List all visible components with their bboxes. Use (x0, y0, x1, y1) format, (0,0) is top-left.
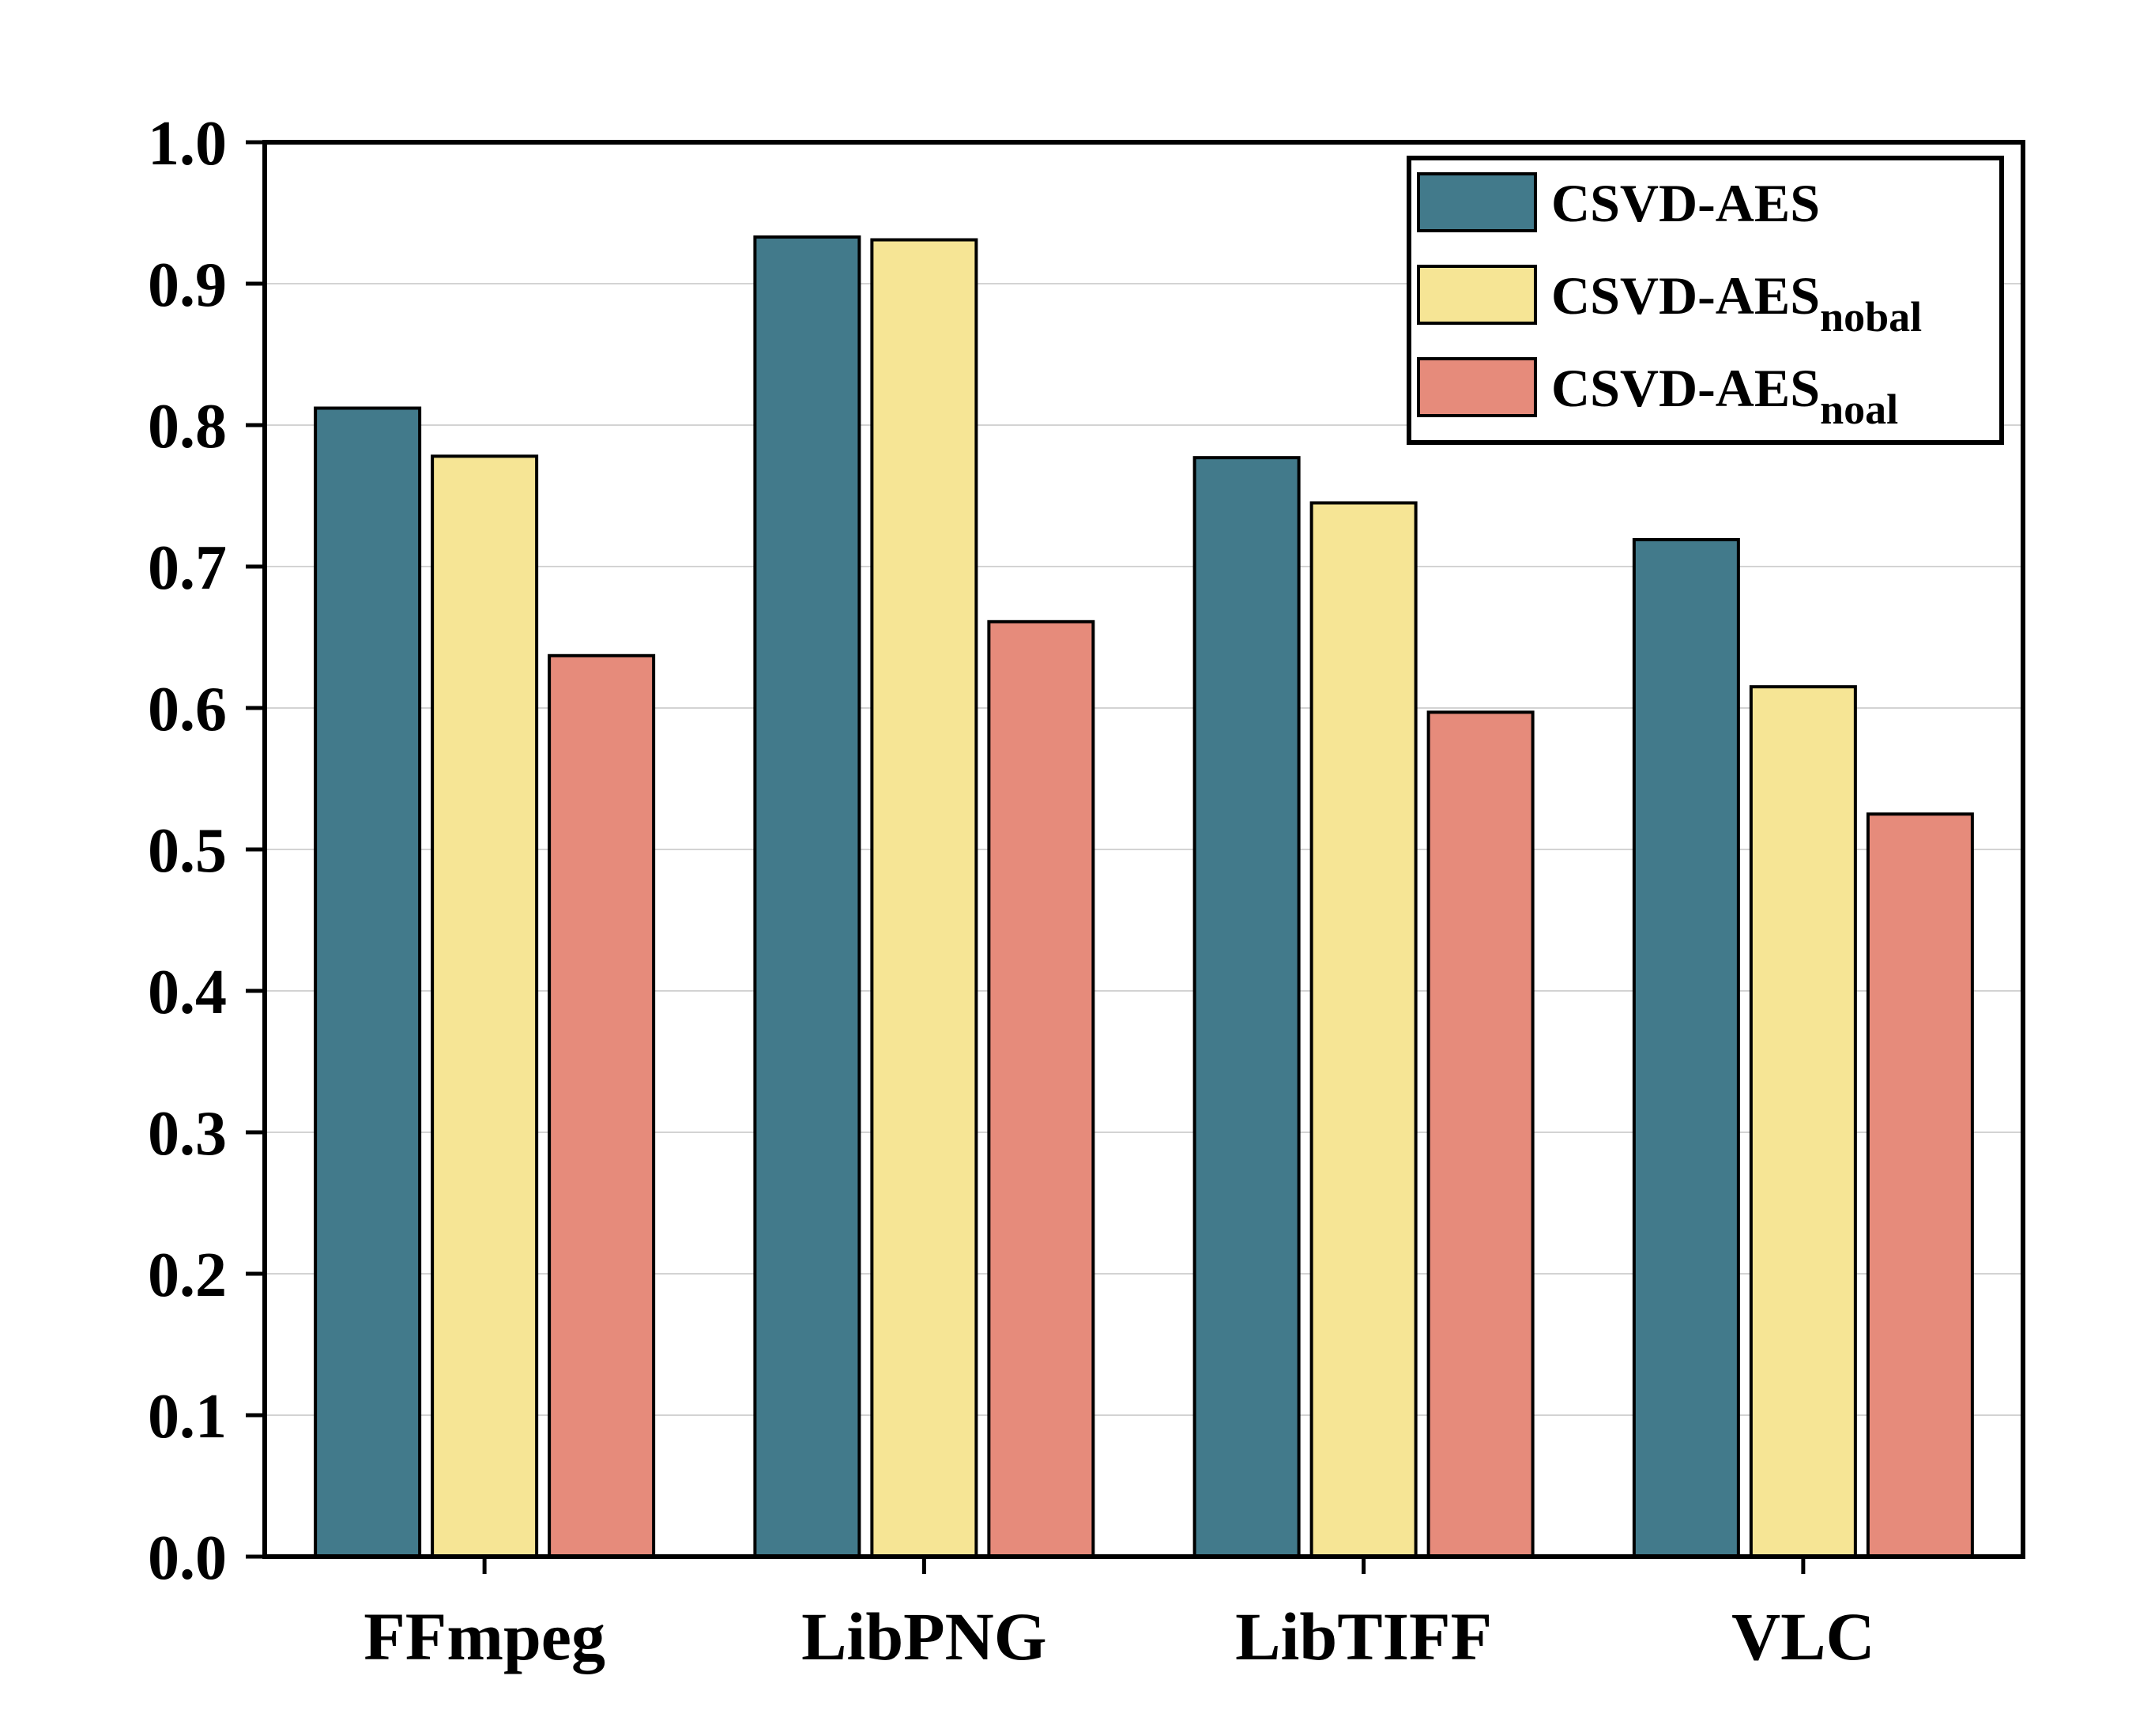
bar (1866, 812, 1974, 1558)
legend: CSVD-AES CSVD-AESnobal CSVD-AESnoal (1407, 156, 2004, 445)
y-tick-label: 0.2 (148, 1241, 227, 1310)
y-tick-label: 0.1 (148, 1382, 227, 1452)
x-tick-label: LibTIFF (1235, 1599, 1492, 1674)
y-tick-label: 0.3 (148, 1099, 227, 1169)
bar (753, 235, 861, 1558)
bar (548, 653, 656, 1558)
bar (987, 619, 1095, 1558)
legend-label: CSVD-AESnobal (1551, 265, 1922, 341)
x-tick-label: FFmpeg (364, 1599, 605, 1674)
bar (1192, 456, 1301, 1558)
legend-swatch (1417, 265, 1537, 325)
legend-label: CSVD-AES (1551, 173, 1820, 233)
legend-swatch (1417, 172, 1537, 232)
bar (870, 238, 978, 1558)
y-axis: 0.0 0.1 0.2 0.3 0.4 0.5 0.6 0.7 0.8 0.9 1.0 (148, 109, 265, 1593)
bar (1632, 537, 1740, 1558)
bars (314, 235, 1974, 1559)
x-tick-label: LibPNG (801, 1599, 1047, 1674)
bar (431, 454, 539, 1558)
bar (1749, 685, 1857, 1558)
legend-label: CSVD-AESnoal (1551, 358, 1898, 433)
y-tick-label: 0.8 (148, 392, 227, 461)
x-axis: FFmpeg LibPNG LibTIFF VLC (364, 1557, 1875, 1674)
y-tick-label: 0.5 (148, 816, 227, 886)
y-tick-label: 1.0 (148, 109, 227, 179)
legend-swatch (1417, 357, 1537, 417)
bar (1426, 710, 1535, 1558)
y-tick-label: 0.6 (148, 675, 227, 744)
bar (1309, 501, 1418, 1559)
y-tick-label: 0.7 (148, 533, 227, 603)
y-tick-label: 0.9 (148, 250, 227, 320)
y-tick-label: 0.4 (148, 958, 227, 1027)
x-tick-label: VLC (1731, 1599, 1875, 1674)
bar (314, 406, 422, 1558)
y-tick-label: 0.0 (148, 1523, 227, 1593)
